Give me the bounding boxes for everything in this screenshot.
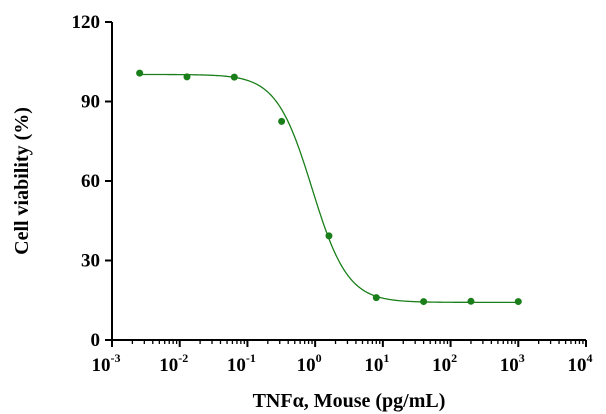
- y-tick-label: 60: [81, 171, 100, 192]
- y-axis-label: Cell viability (%): [11, 107, 33, 255]
- x-axis-label: TNFα, Mouse (pg/mL): [253, 390, 446, 412]
- x-tick-label: 10-3: [92, 351, 121, 376]
- x-tick-label: 103: [500, 351, 525, 376]
- data-point: [230, 73, 238, 81]
- data-point: [514, 298, 522, 306]
- x-tick-label: 101: [364, 351, 389, 376]
- fit-curve: [139, 73, 519, 304]
- x-tick-label: 100: [297, 351, 322, 376]
- x-tick-label: 102: [432, 351, 457, 376]
- y-ticks: 0 30 60 90 120: [72, 12, 112, 351]
- data-point: [467, 297, 475, 305]
- y-tick-label: 120: [72, 12, 101, 33]
- x-tick-label: 10-1: [227, 351, 256, 376]
- data-point: [420, 298, 428, 306]
- data-point: [183, 73, 191, 81]
- axes: [111, 22, 586, 341]
- data-point: [325, 232, 333, 240]
- x-ticks: 10-3 10-2 10-1 100 101 102 103 104: [92, 340, 593, 376]
- data-points: [136, 69, 522, 306]
- y-tick-label: 0: [91, 330, 101, 351]
- data-point: [278, 117, 286, 125]
- y-tick-label: 30: [81, 251, 100, 272]
- x-tick-label: 10-2: [159, 351, 188, 376]
- data-point: [136, 69, 144, 77]
- x-tick-label: 104: [568, 351, 593, 376]
- data-point: [372, 294, 380, 302]
- y-tick-label: 90: [81, 92, 100, 113]
